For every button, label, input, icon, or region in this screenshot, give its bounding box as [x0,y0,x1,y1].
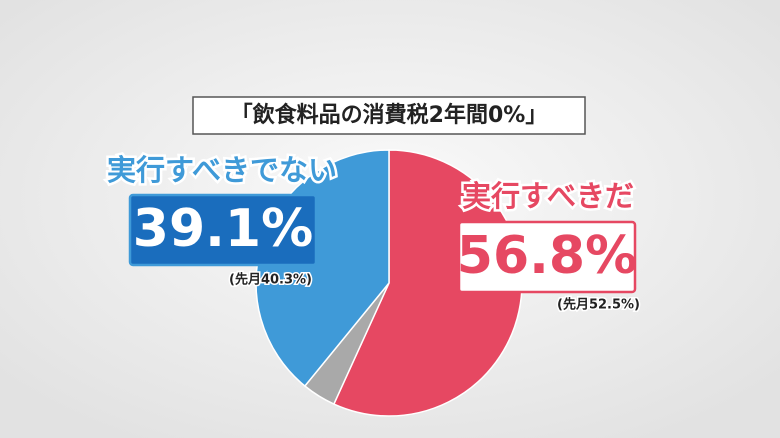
value-box [457,220,637,294]
value-box [128,193,318,267]
annotation: (先月52.5%) [557,297,640,313]
annotation: (先月40.3%) [229,272,312,288]
chart-title: 「飲食料品の消費税2年間0%」 [231,102,548,128]
legend-label: 実行すべきだ [462,179,634,213]
pie-slice [332,149,523,417]
value-label: 56.8% [457,226,637,286]
title-box [192,96,586,135]
value-label: 39.1% [133,199,313,259]
legend-label: 実行すべきでない [107,153,337,187]
